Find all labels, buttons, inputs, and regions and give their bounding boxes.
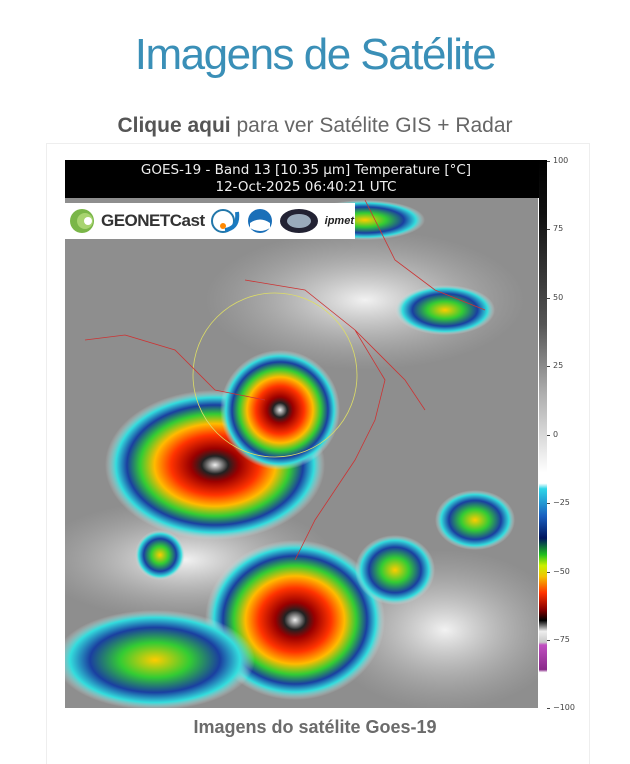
link-text[interactable]: para ver Satélite GIS + Radar bbox=[230, 114, 513, 137]
page-title: Imagens de Satélite bbox=[134, 30, 497, 79]
satellite-map bbox=[65, 160, 538, 708]
image-card bbox=[46, 143, 590, 764]
logo-strip: GEONETCast ipmet bbox=[65, 203, 355, 239]
header-title: GOES-19 - Band 13 [10.35 µm] Temperature… bbox=[140, 162, 472, 178]
storm-cell bbox=[435, 490, 515, 550]
colorbar-tick: 0 bbox=[546, 430, 558, 439]
eumetsat-logo-icon bbox=[279, 209, 318, 233]
ipmet-logo: ipmet bbox=[324, 215, 354, 227]
colorbar-tick: 75 bbox=[546, 224, 563, 233]
image-header: GOES-19 - Band 13 [10.35 µm] Temperature… bbox=[65, 160, 547, 198]
political-borders bbox=[84, 199, 486, 561]
header-timestamp: 12-Oct-2025 06:40:21 UTC bbox=[215, 179, 397, 195]
storm-cell bbox=[355, 535, 435, 605]
noaa-logo-icon bbox=[247, 209, 272, 233]
gis-radar-link[interactable]: Clique aqui para ver Satélite GIS + Rada… bbox=[0, 114, 630, 138]
geonetcast-logo-text: GEONETCast bbox=[101, 211, 205, 230]
radar-range-circle bbox=[192, 292, 358, 458]
storm-cell bbox=[395, 285, 495, 335]
colorbar-tick: 100 bbox=[546, 156, 568, 165]
colorbar-tick: −50 bbox=[547, 567, 570, 576]
colorbar-tick: −25 bbox=[547, 498, 570, 507]
colorbar-tick: −100 bbox=[547, 703, 575, 712]
image-caption: Imagens do satélite Goes-19 bbox=[193, 717, 437, 737]
temperature-colorbar bbox=[539, 160, 547, 708]
satellite-image[interactable] bbox=[65, 160, 538, 708]
inpe-logo-icon bbox=[210, 209, 239, 233]
colorbar-tick: −75 bbox=[547, 635, 570, 644]
storm-cell bbox=[220, 350, 340, 470]
storm-cell bbox=[65, 610, 255, 708]
link-bold[interactable]: Clique aqui bbox=[117, 114, 231, 137]
geonetcast-logo-icon bbox=[70, 209, 94, 233]
colorbar-tick: 50 bbox=[546, 293, 563, 302]
storm-cell bbox=[135, 530, 185, 580]
colorbar-tick: 25 bbox=[546, 361, 563, 370]
